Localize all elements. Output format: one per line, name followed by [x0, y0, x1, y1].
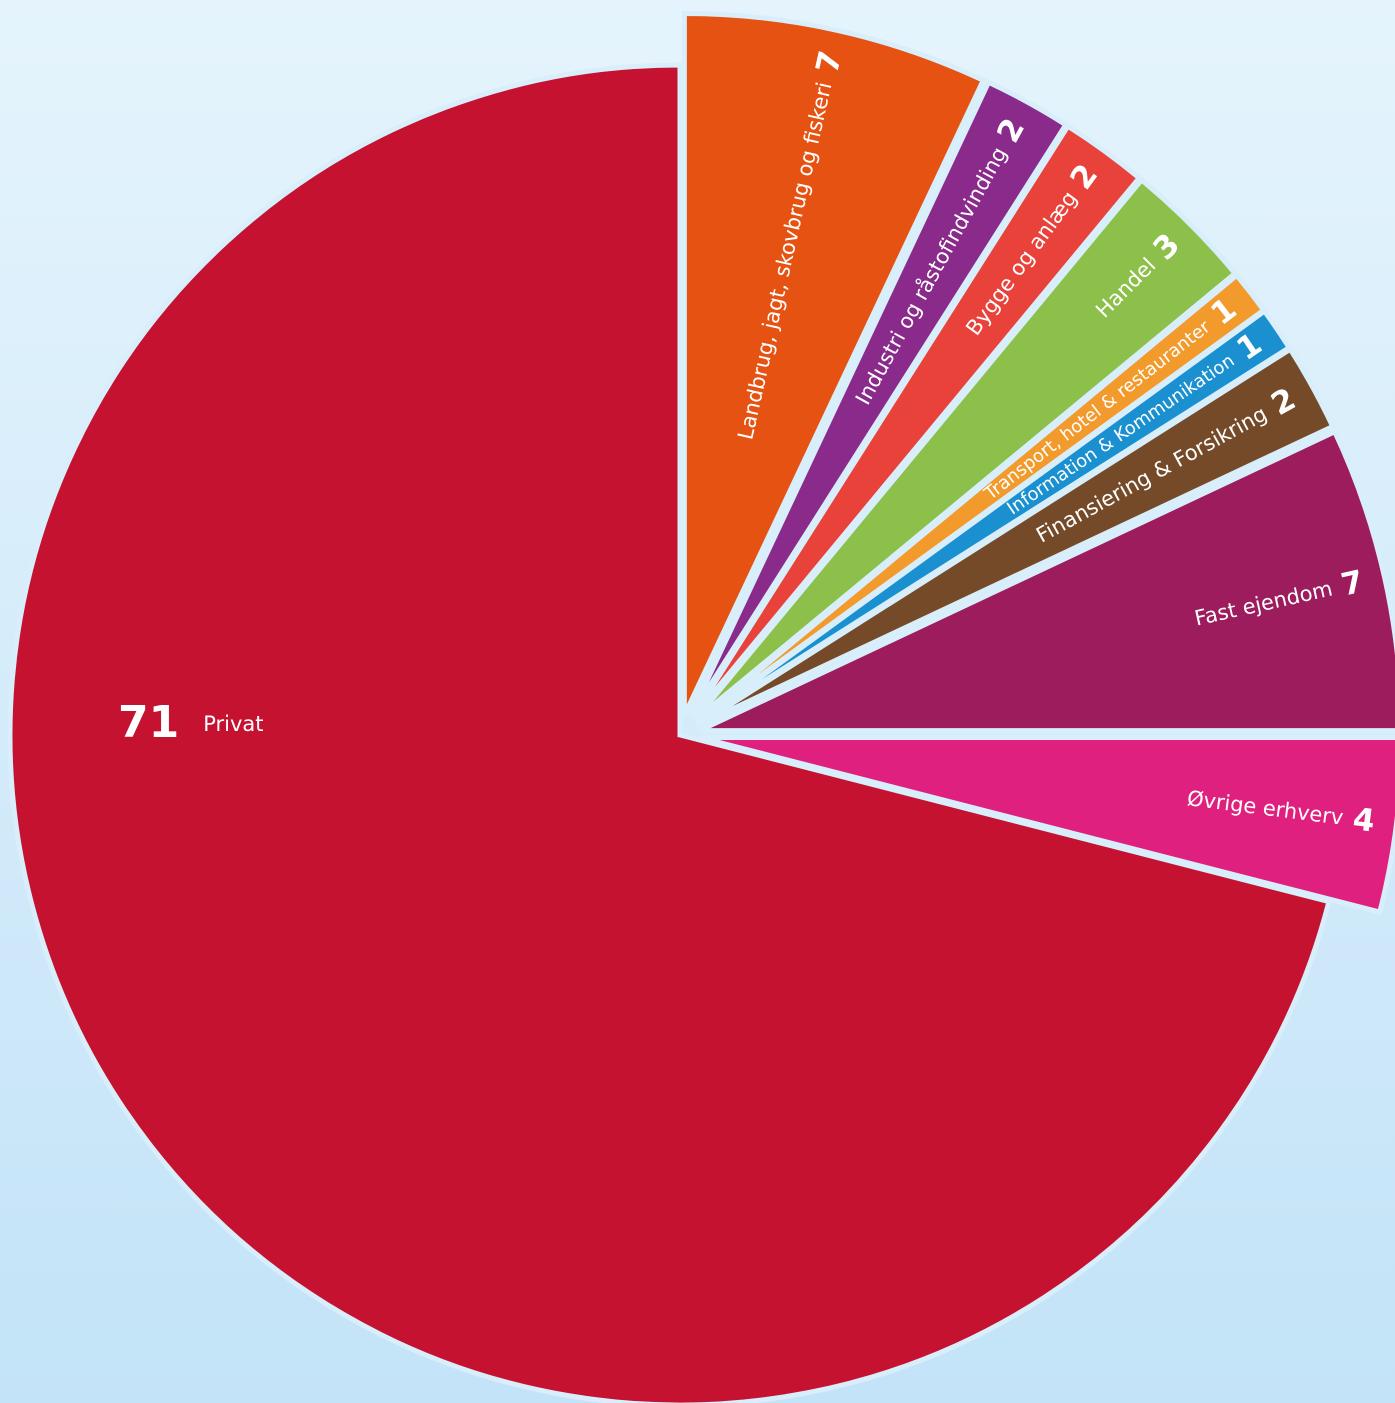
pie-slice [692, 176, 1239, 723]
pie-slice [696, 345, 1337, 728]
pie-slice [681, 10, 987, 717]
pie-slice [689, 122, 1143, 721]
pie-slice [698, 428, 1395, 734]
slice-label: 71 Privat [118, 697, 264, 748]
pie-slice [687, 78, 1070, 719]
slice-name: Privat [203, 712, 263, 736]
slice-value: 71 [118, 697, 179, 748]
pie-slice [699, 735, 1395, 916]
pie-slice [7, 62, 1332, 1403]
slice-value: 4 [1351, 801, 1377, 839]
